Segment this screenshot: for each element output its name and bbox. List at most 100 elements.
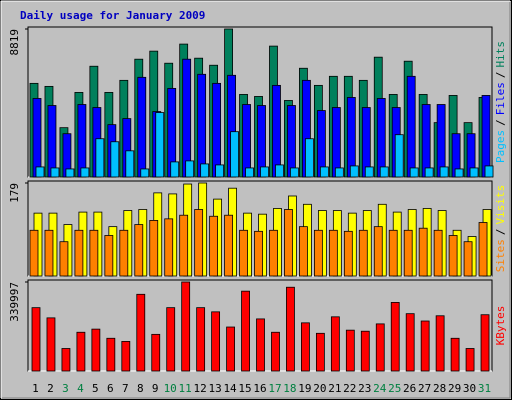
bar: [254, 230, 263, 277]
x-tick-label: 23: [358, 382, 371, 395]
axis-legend: Sites / Visits: [494, 185, 507, 273]
bar: [119, 229, 129, 277]
bar: [287, 105, 296, 178]
bar: [215, 164, 225, 178]
bar: [328, 229, 338, 277]
bar: [436, 104, 446, 178]
bar: [121, 341, 131, 372]
bar: [424, 167, 434, 178]
bar: [197, 73, 207, 178]
bar: [32, 98, 42, 178]
bar: [242, 104, 251, 178]
bar: [134, 224, 144, 277]
bar: [104, 235, 114, 277]
bar: [480, 314, 490, 372]
bar: [439, 166, 449, 178]
legend-separator: /: [494, 119, 507, 126]
bar: [465, 348, 475, 372]
bar: [435, 315, 445, 372]
bar: [463, 241, 473, 277]
bar: [313, 229, 323, 277]
y-tick-label: 179: [8, 183, 21, 203]
bar: [80, 167, 90, 178]
bar: [299, 226, 308, 277]
x-tick-label: 24: [373, 382, 387, 395]
bar: [230, 131, 239, 178]
x-tick-label: 12: [194, 382, 207, 395]
bar: [448, 235, 458, 277]
bar: [469, 167, 479, 178]
bar: [315, 332, 325, 372]
x-tick-label: 6: [107, 382, 114, 395]
x-tick-label: 26: [403, 382, 416, 395]
legend-entry: Files: [494, 82, 507, 115]
bar: [484, 165, 494, 178]
bar: [140, 168, 150, 178]
bar: [409, 167, 419, 178]
bar: [405, 313, 415, 372]
bar: [77, 104, 87, 178]
bar: [181, 281, 191, 372]
bar: [245, 167, 254, 178]
bar: [194, 209, 204, 277]
bar: [31, 307, 41, 372]
x-tick-label: 2: [47, 382, 54, 395]
bar: [343, 230, 353, 277]
bar: [305, 138, 314, 178]
bar: [433, 229, 443, 277]
x-tick-label: 20: [313, 382, 326, 395]
x-tick-label: 4: [77, 382, 84, 395]
bar: [345, 329, 355, 372]
bar: [390, 302, 400, 372]
bar: [29, 229, 39, 277]
legend-entry: Visits: [494, 185, 507, 225]
bar: [478, 222, 488, 277]
bar: [224, 214, 233, 277]
bar: [137, 76, 147, 178]
bar: [364, 166, 374, 178]
bar: [61, 348, 71, 372]
bar: [65, 168, 75, 178]
bar: [421, 104, 431, 178]
bar: [319, 166, 329, 178]
axis-legend: KBytes: [494, 306, 507, 346]
x-tick-label: 15: [238, 382, 251, 395]
bar: [211, 311, 221, 372]
bar: [330, 316, 340, 372]
bar: [164, 218, 174, 277]
bar: [74, 229, 84, 277]
bar: [260, 166, 269, 178]
legend-entry: Hits: [494, 41, 507, 68]
legend-entry: KBytes: [494, 306, 507, 346]
x-tick-label: 21: [328, 382, 341, 395]
x-tick-label: 31: [478, 382, 491, 395]
x-tick-label: 28: [433, 382, 446, 395]
bar: [373, 226, 383, 277]
x-tick-label: 19: [298, 382, 311, 395]
bar: [286, 286, 295, 372]
x-tick-label: 22: [343, 382, 356, 395]
bar: [76, 331, 86, 372]
bar: [450, 337, 460, 372]
x-tick-label: 11: [179, 382, 192, 395]
bar: [136, 293, 146, 372]
bar: [256, 318, 265, 372]
bar: [46, 317, 56, 372]
bar: [375, 323, 385, 372]
bar: [403, 229, 413, 277]
bar: [226, 326, 235, 372]
bar: [35, 166, 45, 178]
bar: [196, 307, 206, 372]
x-tick-label: 16: [253, 382, 266, 395]
bar: [406, 75, 416, 178]
x-tick-label: 14: [223, 382, 237, 395]
bar: [376, 98, 386, 178]
bar: [349, 165, 359, 178]
bar: [301, 322, 310, 372]
bar: [420, 320, 430, 372]
chart-title: Daily usage for January 2009: [20, 9, 205, 22]
bar: [481, 95, 491, 178]
bar: [331, 107, 341, 178]
bar: [166, 307, 176, 372]
